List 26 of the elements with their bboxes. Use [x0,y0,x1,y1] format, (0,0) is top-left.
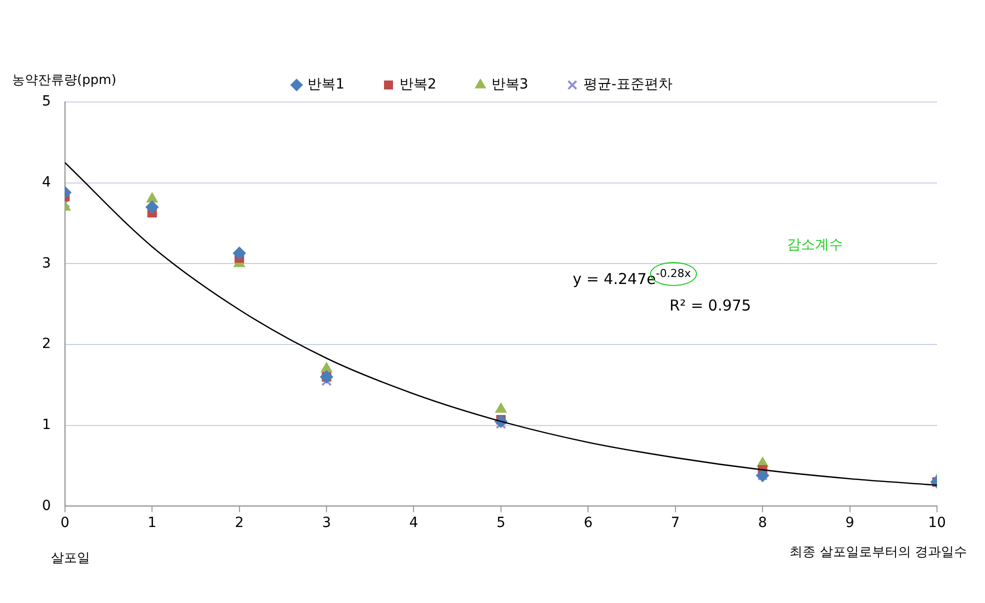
legend-label: 반복2 [400,76,436,93]
x-tick-label: 0 [60,515,70,532]
x-tick-label: 2 [234,515,244,532]
x-tick-label: 8 [758,515,768,532]
annotation: 감소계수 [786,237,843,254]
y-tick-label: 2 [42,336,51,352]
x-tick-label: 5 [496,515,506,532]
y-axis-title: 농약잔류량(ppm) [12,73,116,88]
y-tick-label: 0 [42,498,51,514]
x-tick-label: 1 [148,515,157,532]
x-tick-label: 6 [584,515,593,532]
text: 살포일 [50,551,90,566]
y-tick-label: 5 [42,94,51,110]
legend-label: 평균-표준편차 [583,76,672,93]
x-axis-title: 최종 살포일로부터의 경과일수 [790,545,967,560]
x-tick-label: 3 [322,515,331,532]
y-tick-label: 4 [42,174,51,190]
legend-label: 반복1 [308,76,345,93]
x-tick-label: 10 [928,515,946,532]
annotation: R² = 0.975 [670,296,751,315]
x-tick-label: 4 [409,515,418,532]
x-tick-label: 7 [670,515,680,532]
x-tick-label: 9 [845,515,854,532]
y-tick-label: 3 [42,255,51,272]
y-tick-label: 1 [42,417,51,433]
legend-label: 반복3 [491,76,528,93]
